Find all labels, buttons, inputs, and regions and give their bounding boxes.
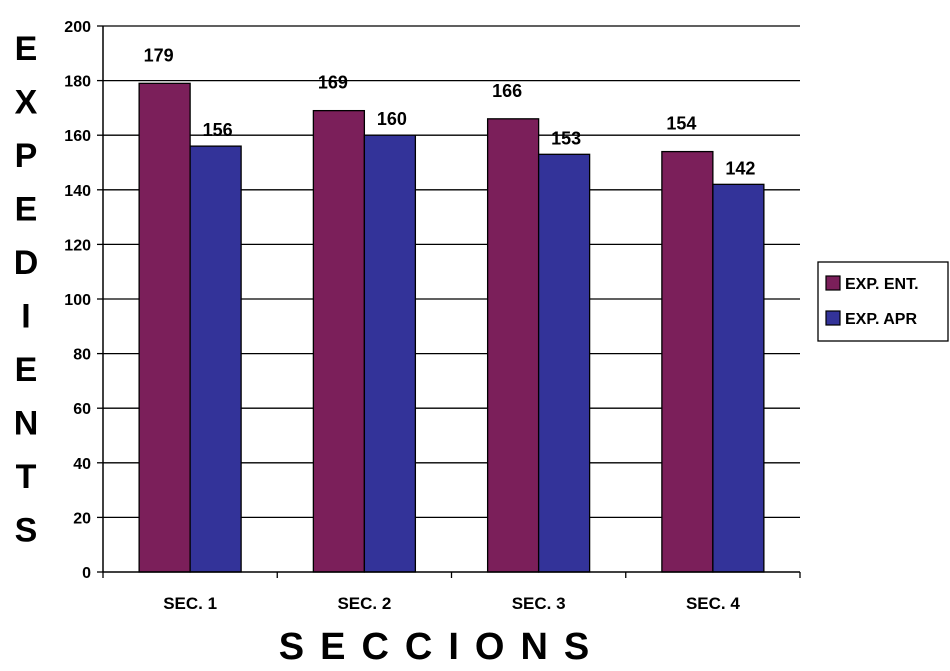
bar (486, 118, 540, 573)
y-axis-label-letter: X (15, 84, 38, 122)
category-label: SEC. 4 (686, 594, 740, 613)
legend-label: EXP. APR (845, 311, 917, 328)
bar (661, 150, 714, 573)
data-label: 156 (203, 120, 233, 140)
bars (138, 82, 765, 573)
y-tick-label: 180 (64, 74, 91, 91)
legend-box (817, 261, 949, 342)
bar (712, 183, 765, 573)
y-tick-label: 40 (73, 456, 91, 473)
legend-swatch (825, 310, 841, 326)
y-tick-label: 120 (64, 237, 91, 254)
y-axis-label-letter: E (15, 191, 38, 229)
y-tick-label: 160 (64, 128, 91, 145)
bar (189, 145, 242, 573)
y-axis-label-letter: T (16, 458, 37, 496)
y-tick-label: 60 (73, 401, 91, 418)
category-label: SEC. 2 (337, 594, 391, 613)
y-axis-label-letter: P (15, 137, 38, 175)
data-label: 169 (318, 73, 348, 93)
bar (537, 153, 591, 573)
bar (363, 134, 417, 573)
data-label: 160 (377, 109, 407, 129)
y-tick-label: 100 (64, 292, 91, 309)
y-tick-label: 0 (82, 565, 91, 582)
data-label: 179 (144, 45, 174, 65)
y-axis-label-letter: E (15, 30, 38, 68)
data-label: 166 (492, 81, 522, 101)
data-labels: 179 156 169 160 166 153 154 142 (144, 45, 756, 178)
data-label: 153 (551, 128, 581, 148)
category-label: SEC. 1 (163, 594, 217, 613)
category-label: SEC. 3 (512, 594, 566, 613)
legend-swatch (825, 275, 841, 291)
y-axis-label-letter: S (15, 512, 38, 550)
axes: 0 20 40 60 80 100 120 140 160 180 200 SEC. 1 SEC. 2 S… (64, 19, 801, 613)
y-axis-label-letter: N (14, 405, 39, 443)
data-label: 154 (666, 114, 696, 134)
y-axis-label-letter: E (15, 351, 38, 389)
y-tick-label: 200 (64, 19, 91, 36)
y-axis-label-letter: D (14, 244, 39, 282)
legend: EXP. ENT. EXP. APR (817, 261, 949, 342)
bar (138, 82, 191, 573)
y-axis-label-letter: I (21, 298, 30, 336)
x-axis-label: SECCIONS (279, 626, 605, 668)
y-tick-label: 80 (73, 347, 91, 364)
data-label: 142 (725, 158, 755, 178)
bar (312, 109, 366, 573)
y-tick-label: 140 (64, 183, 91, 200)
legend-label: EXP. ENT. (845, 276, 919, 293)
y-tick-label: 20 (73, 510, 91, 527)
